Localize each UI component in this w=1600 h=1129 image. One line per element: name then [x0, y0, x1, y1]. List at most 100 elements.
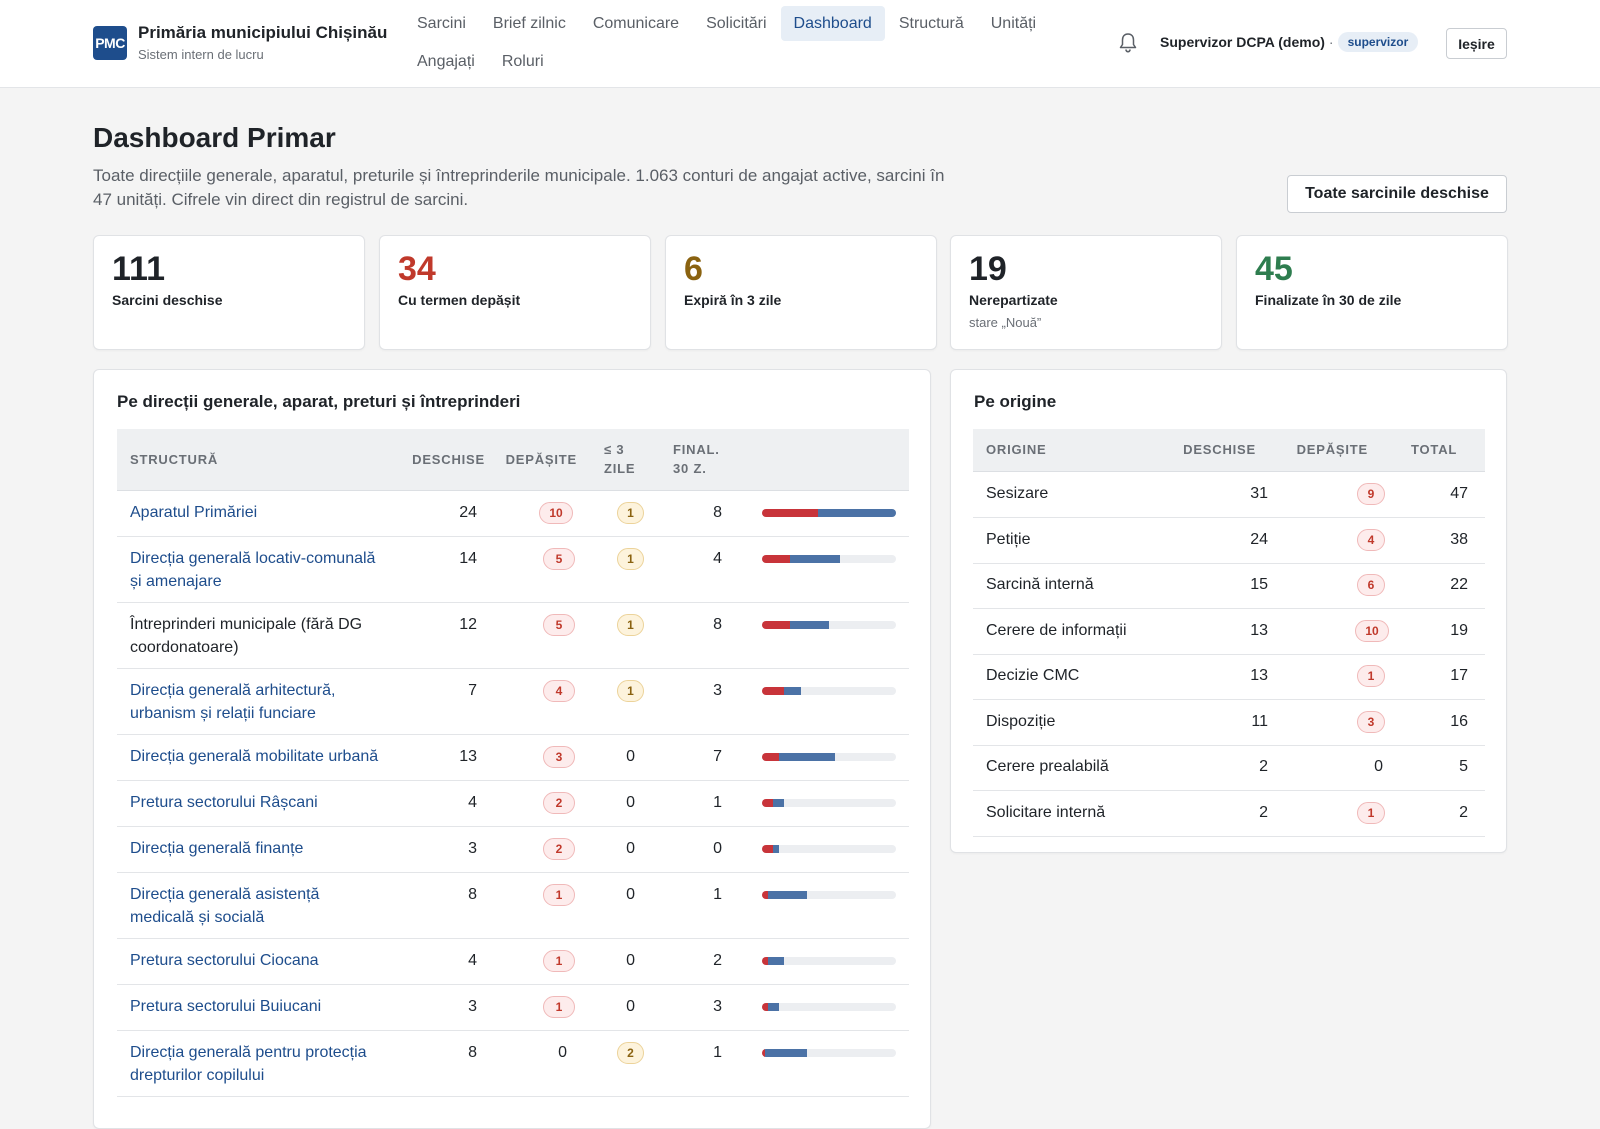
origin-overdue-count: 0: [1374, 758, 1383, 775]
origin-open-count: 13: [1250, 667, 1268, 684]
nav-item-structura[interactable]: Structură: [898, 15, 964, 32]
nav-item-brief-zilnic[interactable]: Brief zilnic: [492, 15, 566, 32]
table-row[interactable]: Întreprinderi municipale (fără DG coordo…: [117, 603, 909, 669]
notifications-bell-icon[interactable]: [1118, 32, 1138, 54]
open-count: 8: [468, 1044, 477, 1061]
open-count: 3: [468, 840, 477, 857]
table-row[interactable]: Direcția generală arhitectură, urbanism …: [117, 669, 909, 735]
table-row[interactable]: Petiție 24 4 38: [973, 518, 1485, 564]
table-row[interactable]: Sarcină internă 15 6 22: [973, 563, 1485, 609]
structure-name[interactable]: Direcția generală arhitectură, urbanism …: [130, 682, 336, 722]
due-soon-badge: 1: [617, 502, 644, 524]
table-row[interactable]: Direcția generală finanțe 3 2 0 0: [117, 827, 909, 873]
col-origin-overdue[interactable]: Depășite: [1296, 442, 1368, 457]
structure-name[interactable]: Direcția generală pentru protecția drept…: [130, 1044, 367, 1084]
kpi-card[interactable]: 111 Sarcini deschise: [93, 235, 365, 350]
origin-overdue-badge: 3: [1357, 710, 1385, 733]
load-bar-open: [790, 555, 840, 563]
table-row[interactable]: Direcția generală mobilitate urbană 13 3 0 7: [117, 735, 909, 781]
load-bar-open: [790, 621, 829, 629]
open-count: 24: [459, 504, 477, 521]
app-title: Primăria municipiului Chișinău: [138, 23, 388, 42]
load-bar: [762, 753, 896, 761]
table-row[interactable]: Pretura sectorului Râșcani 4 2 0 1: [117, 781, 909, 827]
table-row[interactable]: Pretura sectorului Buiucani 3 1 0 3: [117, 985, 909, 1031]
due-soon-badge: 1: [617, 614, 644, 636]
nav-item-solicitari[interactable]: Solicitări: [706, 15, 767, 32]
main-nav: Sarcini Brief zilnic Comunicare Solicitări D…: [404, 6, 1064, 82]
nav-item-comunicare[interactable]: Comunicare: [592, 15, 680, 32]
col-due-soon[interactable]: ≤ 3 zile: [604, 440, 635, 478]
table-row[interactable]: Solicitare internă 2 1 2: [973, 791, 1485, 837]
origin-name: Sesizare: [986, 485, 1049, 502]
col-overdue[interactable]: Depășite: [505, 452, 577, 467]
table-row[interactable]: Sesizare 31 9 47: [973, 472, 1485, 518]
kpi-value: 19: [969, 250, 1007, 288]
structure-name[interactable]: Pretura sectorului Buiucani: [130, 998, 322, 1015]
origin-overdue-badge: 4: [1357, 528, 1385, 551]
all-open-tasks-button[interactable]: Toate sarcinile deschise: [1287, 175, 1507, 213]
table-row[interactable]: Aparatul Primăriei 24 10 1 8: [117, 491, 909, 537]
structure-name[interactable]: Direcția generală mobilitate urbană: [130, 748, 379, 765]
origin-open-count: 24: [1250, 530, 1268, 548]
nav-item-dashboard[interactable]: Dashboard: [780, 6, 885, 41]
origin-name: Sarcină internă: [986, 576, 1094, 593]
structure-name: Întreprinderi municipale (fără DG coordo…: [130, 616, 363, 656]
table-row[interactable]: Pretura sectorului Ciocana 4 1 0 2: [117, 939, 909, 985]
table-row[interactable]: Decizie CMC 13 1 17: [973, 654, 1485, 700]
structure-name[interactable]: Pretura sectorului Râșcani: [130, 794, 318, 811]
load-bar-overdue: [762, 555, 790, 563]
nav-item-angajati[interactable]: Angajați: [417, 53, 475, 70]
load-bar-overdue: [762, 687, 784, 695]
nav-item-roluri[interactable]: Roluri: [501, 53, 544, 70]
origin-name: Cerere de informații: [986, 621, 1127, 639]
table-row[interactable]: Direcția generală locativ-comunală și am…: [117, 537, 909, 603]
table-row[interactable]: Cerere prealabilă 2 0 5: [973, 745, 1485, 791]
col-origin-total[interactable]: Total: [1411, 442, 1458, 457]
kpi-card[interactable]: 34 Cu termen depășit: [379, 235, 651, 350]
origin-open-count: 13: [1250, 621, 1268, 639]
col-origin-open[interactable]: Deschise: [1183, 442, 1256, 457]
kpi-card[interactable]: 19 Nerepartizate stare „Nouă”: [950, 235, 1222, 350]
load-bar-overdue: [762, 753, 779, 761]
origin-name: Cerere prealabilă: [986, 758, 1109, 775]
load-bar: [762, 687, 896, 695]
origin-total-count: 38: [1450, 530, 1468, 548]
structure-panel: Pe direcții generale, aparat, preturi și…: [93, 369, 931, 1129]
table-row[interactable]: Dispoziție 11 3 16: [973, 700, 1485, 746]
structure-name[interactable]: Pretura sectorului Ciocana: [130, 952, 319, 969]
table-row[interactable]: Direcția generală pentru protecția drept…: [117, 1031, 909, 1097]
col-finalized[interactable]: Final. 30 z.: [673, 440, 720, 478]
origin-overdue-badge: 10: [1355, 619, 1389, 642]
origin-open-count: 2: [1259, 758, 1268, 775]
col-origin[interactable]: Origine: [986, 442, 1047, 457]
structure-name[interactable]: Direcția generală asistență medicală și …: [130, 886, 320, 926]
kpi-card[interactable]: 6 Expiră în 3 zile: [665, 235, 937, 350]
structure-name[interactable]: Direcția generală locativ-comunală și am…: [130, 550, 376, 590]
col-structure[interactable]: Structură: [130, 452, 219, 467]
col-open[interactable]: Deschise: [412, 452, 485, 467]
kpi-value: 45: [1255, 250, 1293, 288]
open-count: 7: [468, 682, 477, 699]
kpi-card[interactable]: 45 Finalizate în 30 de zile: [1236, 235, 1508, 350]
finalized-count: 3: [713, 682, 722, 699]
structure-name[interactable]: Aparatul Primăriei: [130, 504, 258, 521]
overdue-badge: 1: [543, 950, 575, 972]
col-finalized-line1: Final.: [673, 442, 720, 457]
table-row[interactable]: Direcția generală asistență medicală și …: [117, 873, 909, 939]
kpi-label: Sarcini deschise: [112, 292, 223, 308]
nav-item-sarcini[interactable]: Sarcini: [417, 15, 466, 32]
brand[interactable]: PMC Primăria municipiului Chișinău Siste…: [93, 22, 387, 62]
origin-total-count: 22: [1450, 576, 1468, 593]
table-row[interactable]: Cerere de informații 13 10 19: [973, 609, 1485, 655]
origin-total-count: 47: [1450, 485, 1468, 502]
structure-name[interactable]: Direcția generală finanțe: [130, 840, 304, 857]
finalized-count: 3: [713, 998, 722, 1015]
finalized-count: 1: [713, 1044, 722, 1061]
nav-item-unitati[interactable]: Unități: [990, 15, 1037, 32]
load-bar: [762, 1003, 896, 1011]
structure-panel-title: Pe direcții generale, aparat, preturi și…: [117, 392, 521, 411]
origin-total-count: 2: [1459, 803, 1468, 821]
due-soon-count: 0: [626, 840, 635, 857]
logout-button[interactable]: Ieșire: [1446, 28, 1507, 59]
